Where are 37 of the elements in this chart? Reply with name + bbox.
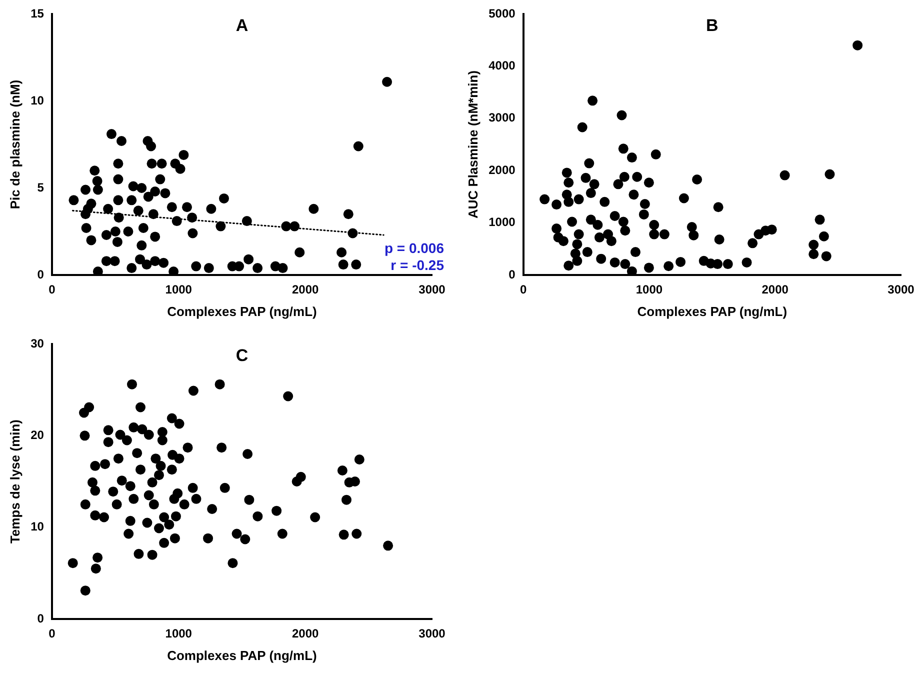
x-axis-title: Complexes PAP (ng/mL) (167, 304, 317, 319)
y-axis-title: Pic de plasmine (nM) (7, 80, 22, 210)
x-tick-label: 0 (48, 282, 56, 297)
y-tick-label: 20 (30, 428, 44, 442)
chart-title: A (236, 16, 248, 36)
y-tick-label: 5 (37, 180, 44, 194)
x-tick-label: 1000 (165, 282, 192, 297)
x-tick-label: 3000 (888, 282, 915, 297)
y-tick-label: 3000 (488, 110, 516, 125)
annotation: r = -0.25 (390, 256, 444, 273)
annotation: p = 0.006 (384, 240, 444, 256)
y-tick-label: 10 (30, 93, 44, 108)
chart-title: C (236, 346, 248, 366)
x-tick-label: 1000 (165, 626, 192, 641)
y-tick-label: 30 (30, 336, 44, 350)
x-tick-label: 2000 (292, 282, 319, 297)
chart-title: B (706, 16, 718, 36)
y-axis-title: AUC Plasmine (nM*min) (465, 70, 480, 219)
x-axis-title: Complexes PAP (ng/mL) (637, 304, 788, 319)
y-tick-label: 2000 (488, 162, 516, 177)
x-tick-label: 2000 (762, 282, 789, 297)
x-tick-label: 2000 (292, 626, 319, 641)
x-tick-label: 3000 (418, 282, 446, 297)
y-tick-label: 15 (30, 6, 44, 20)
y-tick-label: 5000 (488, 6, 516, 20)
x-tick-label: 0 (48, 626, 56, 641)
x-axis-title: Complexes PAP (ng/mL) (167, 648, 317, 663)
x-tick-label: 0 (520, 282, 527, 297)
y-tick-label: 0 (508, 267, 516, 282)
y-axis-title: Temps de lyse (min) (7, 419, 22, 544)
y-tick-label: 0 (37, 611, 44, 626)
y-tick-label: 4000 (488, 58, 516, 73)
y-tick-label: 1000 (488, 215, 516, 230)
y-tick-label: 10 (30, 520, 44, 534)
x-tick-label: 1000 (636, 282, 663, 297)
x-tick-label: 3000 (418, 626, 446, 641)
y-tick-label: 0 (37, 267, 44, 282)
